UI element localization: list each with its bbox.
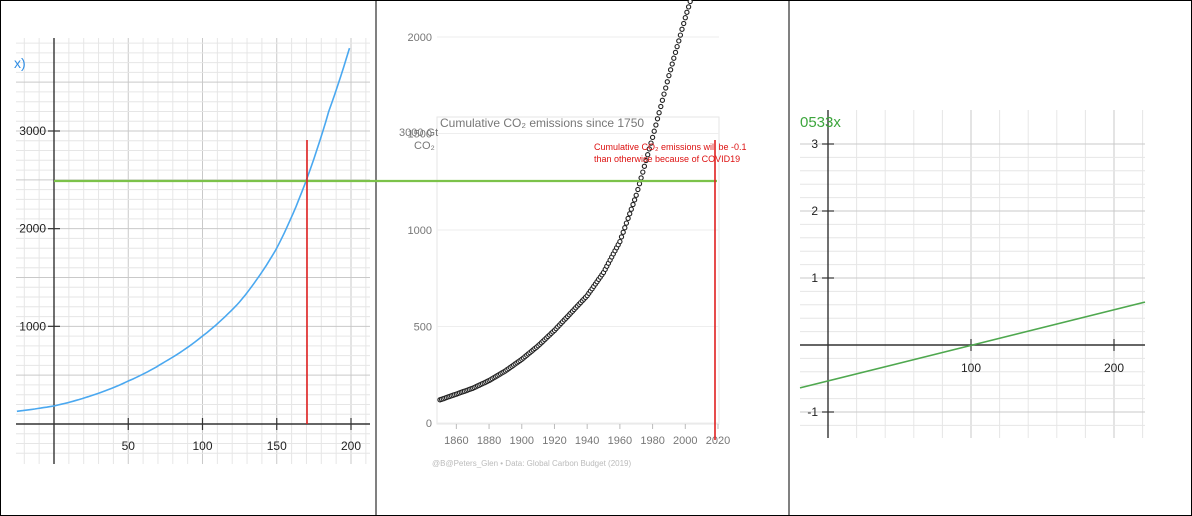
right-tick-labels: 100 200 -1 1 2 3 [807, 137, 1124, 419]
middle-data-point [617, 238, 623, 245]
middle-data-point [633, 192, 639, 198]
right-function-label: 0533x [800, 114, 841, 131]
middle-data-point [672, 49, 679, 56]
middle-data-point [643, 157, 649, 164]
right-y-tick-label: 3 [811, 137, 818, 151]
middle-data-point [635, 186, 641, 193]
right-y-tick-label: 1 [811, 271, 818, 285]
left-exponential-curve [16, 47, 351, 413]
middle-x-tick-label: 1980 [640, 435, 664, 447]
middle-data-point [628, 206, 634, 212]
middle-y-tick-label: 0 [426, 418, 432, 430]
left-y-tick-label: 1000 [19, 319, 46, 333]
middle-x-tick-label: 1920 [542, 435, 566, 447]
right-y-tick-label: -1 [807, 405, 818, 419]
middle-data-point [671, 55, 677, 61]
middle-data-point [631, 197, 638, 203]
middle-x-tick-label: 2020 [706, 435, 730, 447]
middle-x-tick-label: 1940 [575, 435, 599, 447]
left-x-tick-label: 150 [267, 439, 287, 453]
right-linear-line [799, 301, 1146, 389]
middle-ylabel-unit: CO₂ [414, 140, 435, 152]
left-y-tick-label: 3000 [19, 124, 46, 138]
middle-data-point [682, 15, 688, 21]
left-axes [16, 38, 370, 464]
middle-x-tick-label: 1880 [477, 435, 501, 447]
left-y-tick-label: 2000 [19, 222, 46, 236]
middle-data-point [664, 79, 670, 85]
middle-x-tick-label: 2000 [673, 435, 697, 447]
middle-data-point [666, 72, 672, 79]
middle-credit: @B@Peters_Glen • Data: Global Carbon Bud… [432, 459, 631, 468]
left-x-tick-label: 200 [341, 439, 361, 453]
middle-data-point [654, 116, 661, 122]
middle-data-point [636, 181, 643, 187]
middle-data-point [641, 163, 648, 169]
middle-data-point [622, 225, 628, 231]
middle-data-point [674, 43, 680, 50]
middle-data-point [658, 103, 664, 110]
middle-y-tick-label: 1500 [408, 129, 432, 141]
middle-y-tick-label: 1000 [408, 225, 432, 237]
middle-data-point [661, 91, 667, 97]
middle-data-point [667, 67, 674, 73]
middle-plot-frame [436, 116, 720, 425]
left-x-tick-label: 50 [122, 439, 136, 453]
right-x-tick-label: 200 [1104, 361, 1124, 375]
middle-x-tick-label: 1900 [510, 435, 534, 447]
left-function-label: x) [14, 55, 26, 71]
middle-x-tick-label: 1960 [608, 435, 632, 447]
middle-data-point [677, 32, 684, 38]
middle-chart-title: Cumulative CO₂ emissions since 1750 [440, 116, 644, 130]
middle-data-point [676, 38, 682, 44]
middle-data-point [669, 61, 675, 67]
right-axes [800, 110, 1145, 438]
middle-ylabel-top: 3000 Gt [399, 127, 438, 139]
middle-data-point [640, 169, 646, 175]
left-chart-panel: 50 100 150 200 1000 2000 3000 x) [14, 38, 370, 464]
middle-data-point [623, 220, 630, 226]
middle-data-points [437, 0, 693, 403]
middle-data-point [646, 146, 652, 152]
middle-annotation-line-1: Cumulative CO₂ emissions will be -0.1 [594, 142, 747, 152]
middle-data-point [648, 140, 654, 146]
middle-data-point [649, 134, 656, 141]
middle-tick-labels: 0500100015002000250018601880190019201940… [408, 32, 731, 447]
middle-data-point [618, 234, 625, 240]
left-tick-labels: 50 100 150 200 1000 2000 3000 [19, 124, 361, 453]
middle-data-point [630, 201, 636, 208]
middle-y-tick-label: 500 [414, 322, 432, 334]
middle-data-point [687, 0, 693, 5]
middle-data-point [659, 97, 666, 103]
middle-data-point [651, 128, 657, 134]
middle-data-point [679, 26, 685, 32]
middle-data-point [638, 175, 644, 181]
middle-grid [436, 36, 720, 429]
middle-data-point [663, 85, 669, 91]
right-grid [800, 110, 1145, 438]
middle-data-point [685, 4, 692, 10]
right-y-tick-label: 2 [811, 204, 818, 218]
middle-annotation-line-2: than otherwise because of COVID19 [594, 154, 740, 164]
middle-data-point [620, 229, 626, 235]
middle-data-point [627, 211, 633, 217]
middle-data-point [681, 20, 687, 27]
left-grid [16, 38, 370, 464]
right-chart-panel: 100 200 -1 1 2 3 0533x [799, 110, 1146, 438]
middle-data-point [653, 122, 659, 128]
middle-chart-panel: Cumulative CO₂ emissions since 1750 3000… [399, 0, 747, 468]
middle-x-tick-label: 1860 [444, 435, 468, 447]
left-x-tick-label: 100 [192, 439, 212, 453]
right-x-tick-label: 100 [961, 361, 981, 375]
middle-y-tick-label: 2000 [408, 32, 432, 44]
middle-data-point [684, 9, 690, 15]
middle-data-point [625, 215, 631, 222]
middle-data-point [645, 152, 651, 158]
middle-data-point [656, 110, 662, 116]
